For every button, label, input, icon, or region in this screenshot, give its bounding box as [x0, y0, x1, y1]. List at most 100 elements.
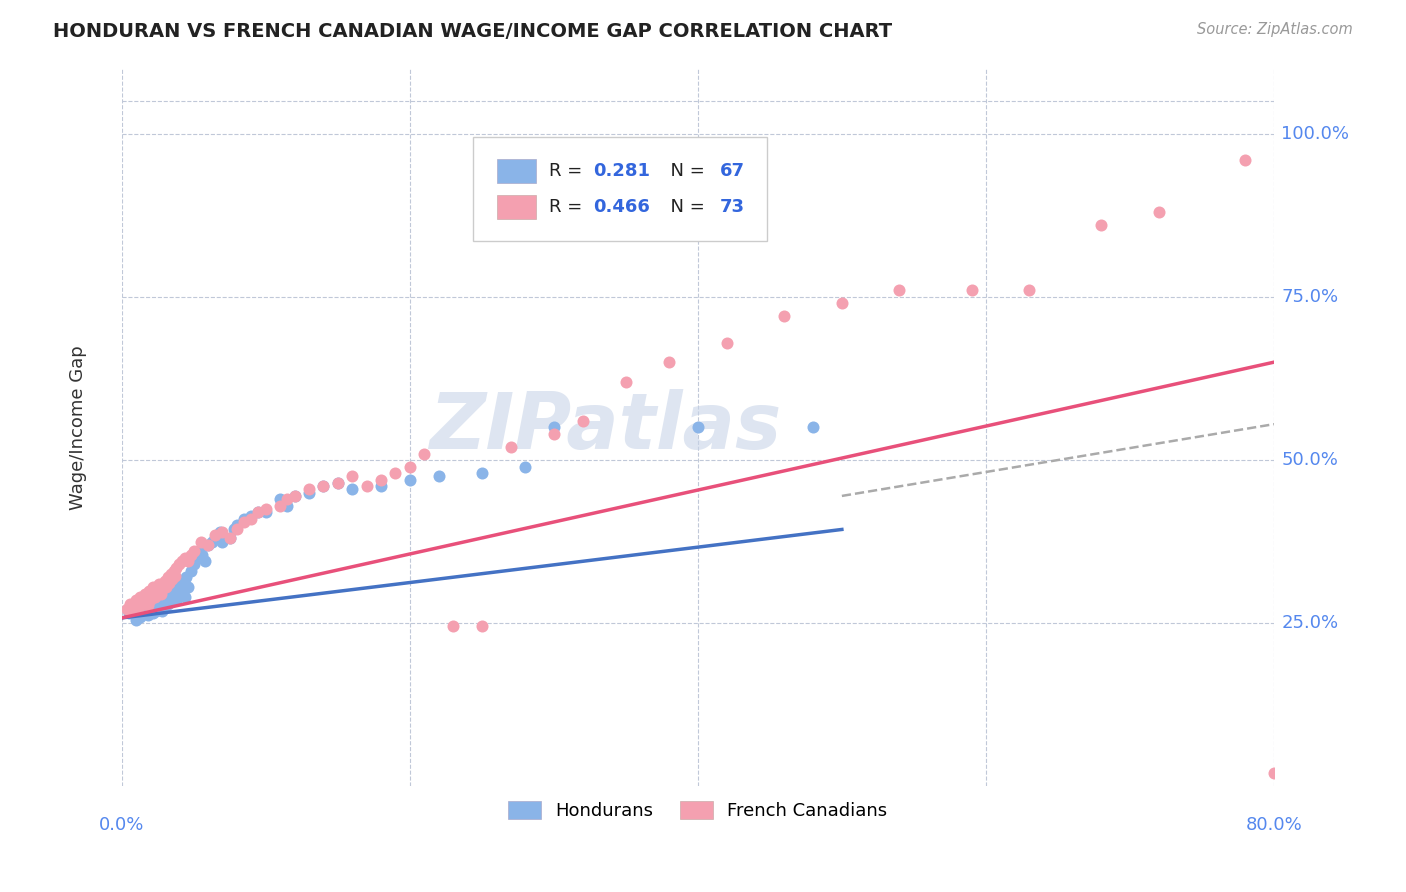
Point: [167, 558, 190, 572]
Point: [156, 570, 179, 584]
Point: [960, 284, 983, 298]
Point: [471, 619, 494, 633]
Point: [138, 583, 160, 598]
Point: [134, 602, 156, 616]
Point: [149, 593, 172, 607]
Point: [167, 577, 190, 591]
Point: [150, 578, 173, 592]
Point: [172, 580, 194, 594]
Point: [427, 469, 450, 483]
Point: [269, 492, 291, 507]
Point: [614, 375, 637, 389]
Point: [204, 532, 226, 546]
Point: [128, 597, 150, 611]
Point: [543, 420, 565, 434]
Point: [159, 587, 181, 601]
Point: [211, 524, 233, 539]
Point: [194, 554, 217, 568]
Point: [222, 522, 245, 536]
Point: [149, 587, 172, 601]
Point: [254, 505, 277, 519]
Point: [208, 524, 231, 539]
Point: [129, 609, 152, 624]
Point: [128, 599, 150, 614]
Point: [139, 603, 162, 617]
Point: [136, 608, 159, 623]
Point: [153, 574, 176, 588]
Point: [157, 593, 180, 607]
Point: [197, 538, 219, 552]
Point: [177, 580, 200, 594]
Point: [141, 598, 163, 612]
Point: [141, 587, 163, 601]
Point: [471, 466, 494, 480]
Point: [1018, 284, 1040, 298]
Point: [145, 604, 167, 618]
Text: ZIPatlas: ZIPatlas: [429, 390, 782, 466]
Point: [165, 560, 187, 574]
Point: [143, 590, 166, 604]
Point: [172, 554, 194, 568]
Point: [132, 604, 155, 618]
Point: [312, 479, 335, 493]
Text: 67: 67: [720, 162, 745, 180]
FancyBboxPatch shape: [498, 194, 537, 219]
Point: [889, 284, 911, 298]
Point: [186, 550, 208, 565]
Point: [831, 296, 853, 310]
Point: [1090, 218, 1112, 232]
Point: [571, 414, 593, 428]
Point: [173, 574, 195, 588]
Point: [155, 580, 177, 594]
Point: [326, 475, 349, 490]
Point: [135, 591, 157, 606]
Point: [146, 599, 169, 614]
Point: [155, 590, 177, 604]
Point: [276, 499, 298, 513]
Text: 75.0%: 75.0%: [1281, 288, 1339, 306]
Point: [176, 570, 198, 584]
Point: [183, 558, 205, 572]
FancyBboxPatch shape: [472, 136, 766, 241]
Point: [370, 479, 392, 493]
Point: [716, 335, 738, 350]
Point: [298, 485, 321, 500]
Point: [177, 554, 200, 568]
Point: [163, 569, 186, 583]
Point: [125, 613, 148, 627]
Point: [139, 593, 162, 607]
Point: [398, 459, 420, 474]
Text: Source: ZipAtlas.com: Source: ZipAtlas.com: [1197, 22, 1353, 37]
Point: [204, 528, 226, 542]
Point: [160, 591, 183, 606]
Point: [163, 583, 186, 598]
Point: [543, 426, 565, 441]
Point: [233, 515, 256, 529]
Point: [118, 607, 141, 621]
Text: Wage/Income Gap: Wage/Income Gap: [69, 345, 87, 510]
Point: [120, 597, 142, 611]
Point: [122, 604, 145, 618]
FancyBboxPatch shape: [498, 159, 537, 184]
Point: [269, 499, 291, 513]
Point: [211, 534, 233, 549]
Point: [298, 483, 321, 497]
Point: [1234, 153, 1257, 167]
Point: [247, 505, 270, 519]
Point: [157, 575, 180, 590]
Point: [513, 459, 536, 474]
Point: [197, 538, 219, 552]
Text: 0.0%: 0.0%: [98, 815, 145, 834]
Text: N =: N =: [658, 198, 710, 216]
Point: [218, 532, 240, 546]
Point: [129, 590, 152, 604]
Point: [148, 597, 170, 611]
Point: [413, 446, 436, 460]
Text: 25.0%: 25.0%: [1281, 615, 1339, 632]
Point: [658, 355, 681, 369]
Point: [162, 587, 184, 601]
Point: [499, 440, 522, 454]
Point: [180, 564, 202, 578]
Point: [148, 577, 170, 591]
Point: [165, 593, 187, 607]
